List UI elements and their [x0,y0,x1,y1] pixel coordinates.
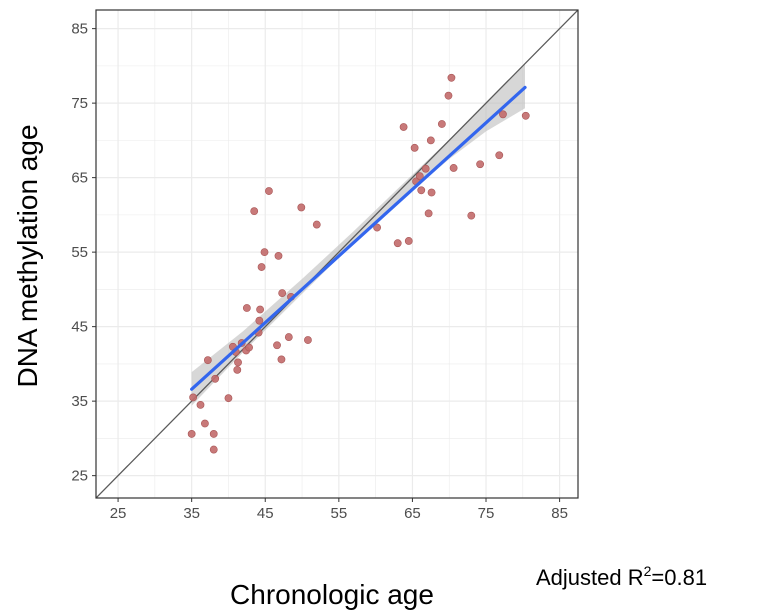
r-squared-superscript: 2 [644,563,652,579]
data-point [209,445,218,454]
regression-line [190,85,527,391]
identity-line [96,10,578,498]
data-point [404,237,413,245]
data-point [410,143,419,152]
data-point [265,187,273,195]
data-point [187,430,196,438]
x-tick-label: 65 [404,505,421,522]
data-point [203,356,212,365]
data-point [284,333,293,341]
y-tick-label: 45 [71,319,88,336]
data-point [255,316,264,325]
data-point [245,343,253,352]
confidence-band-group [191,64,525,406]
data-point [393,239,402,248]
data-point [274,251,283,260]
x-tick-label: 35 [183,505,200,522]
data-point [312,220,321,229]
data-point [373,223,382,232]
data-point [415,172,424,181]
y-tick-label: 25 [71,468,88,485]
data-point [209,430,218,438]
data-point [277,355,286,364]
regression-line-group [190,85,527,391]
data-point [260,248,269,257]
data-point [421,164,430,173]
data-point [234,358,242,367]
data-point [447,73,456,82]
data-point [233,365,242,374]
y-tick-label: 85 [71,21,88,38]
data-point [444,91,453,100]
data-point [426,136,435,145]
data-point [273,341,281,350]
data-point [495,151,504,160]
x-tick-label: 55 [330,505,347,522]
data-point [257,263,266,271]
data-point [499,110,507,119]
data-point [521,111,530,120]
confidence-band [191,64,525,406]
x-tick-label: 25 [110,505,127,522]
data-point [278,289,287,298]
y-tick-label: 65 [71,170,88,187]
data-point [224,394,233,403]
data-point [467,211,476,220]
data-point [399,123,408,131]
data-point [250,207,259,216]
data-point [437,120,446,128]
y-axis-ticks: 25 35 45 55 65 75 85 [71,21,96,485]
y-tick-label: 75 [71,95,88,112]
data-point [449,164,458,172]
data-point [297,203,306,212]
x-tick-label: 45 [257,505,274,522]
data-point [242,304,251,312]
data-point [256,305,265,314]
data-point [476,160,485,169]
x-tick-label: 75 [478,505,495,522]
identity-line-group [96,10,578,498]
data-point [304,336,312,344]
plot-panel-border [95,9,579,499]
data-point [424,209,433,218]
data-point [417,186,426,195]
data-point [211,374,220,383]
y-axis-title: DNA methylation age [12,124,43,387]
x-axis-title: Chronologic age [230,579,434,610]
data-point [189,393,198,402]
r-squared-prefix: Adjusted R [536,565,644,590]
y-tick-label: 35 [71,393,88,410]
y-tick-label: 55 [71,244,88,261]
x-axis-ticks: 25 35 45 55 65 75 85 [110,498,568,522]
data-point [427,188,436,197]
r-squared-value: =0.81 [651,565,707,590]
x-tick-label: 85 [551,505,568,522]
r-squared-annotation: Adjusted R2=0.81 [536,563,707,590]
data-point [196,400,205,409]
data-point [201,419,209,428]
